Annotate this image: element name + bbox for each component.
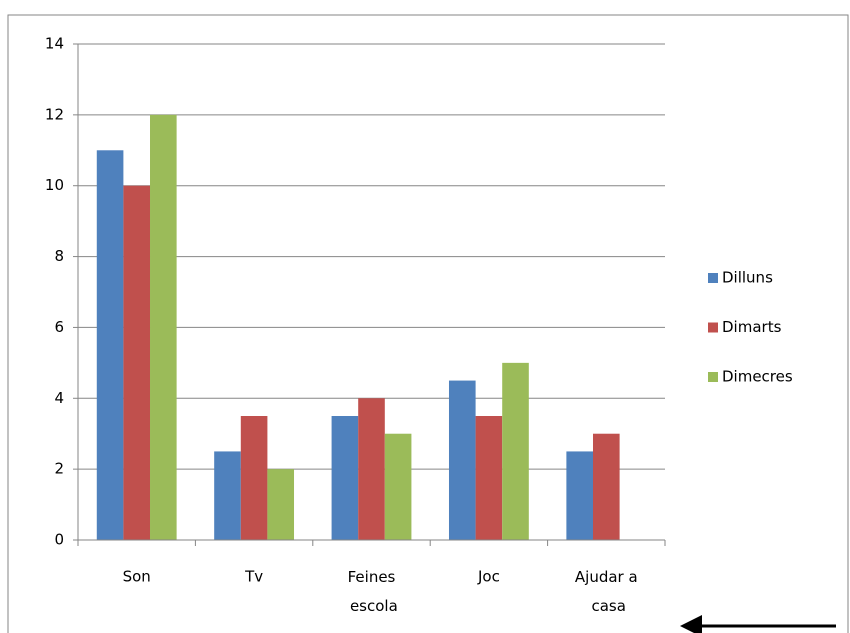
bar (240, 416, 268, 540)
legend-swatch (708, 372, 718, 382)
legend-swatch (708, 322, 718, 333)
legend-swatch (708, 273, 718, 283)
y-tick-label: 10 (45, 176, 64, 194)
x-tick-label: Joc (477, 568, 500, 586)
bar (214, 451, 241, 540)
bar (566, 451, 593, 540)
bar (502, 362, 529, 540)
bar (384, 433, 412, 540)
x-tick-label: Tv (244, 568, 263, 586)
y-tick-label: 8 (54, 247, 64, 265)
y-tick-label: 12 (45, 105, 64, 123)
legend-label: Dimecres (722, 368, 793, 386)
legend-label: Dilluns (722, 269, 773, 287)
y-tick-label: 6 (54, 318, 64, 336)
x-tick-label: Feines escola (345, 568, 398, 615)
bar (475, 416, 503, 540)
bar (592, 433, 620, 540)
bar (96, 150, 124, 541)
legend-label: Dimarts (722, 318, 782, 336)
bar (448, 380, 476, 540)
x-tick-label: Ajudar a casa (575, 568, 638, 615)
bar (331, 416, 359, 540)
y-tick-label: 2 (54, 460, 64, 478)
y-tick-label: 14 (45, 35, 64, 53)
y-tick-label: 4 (54, 389, 64, 407)
y-tick-label: 0 (54, 531, 64, 549)
bar (358, 398, 385, 540)
bar (123, 185, 151, 540)
x-tick-label: Son (123, 568, 151, 586)
bar (267, 469, 295, 540)
bar (150, 114, 177, 540)
arrow (680, 615, 836, 633)
